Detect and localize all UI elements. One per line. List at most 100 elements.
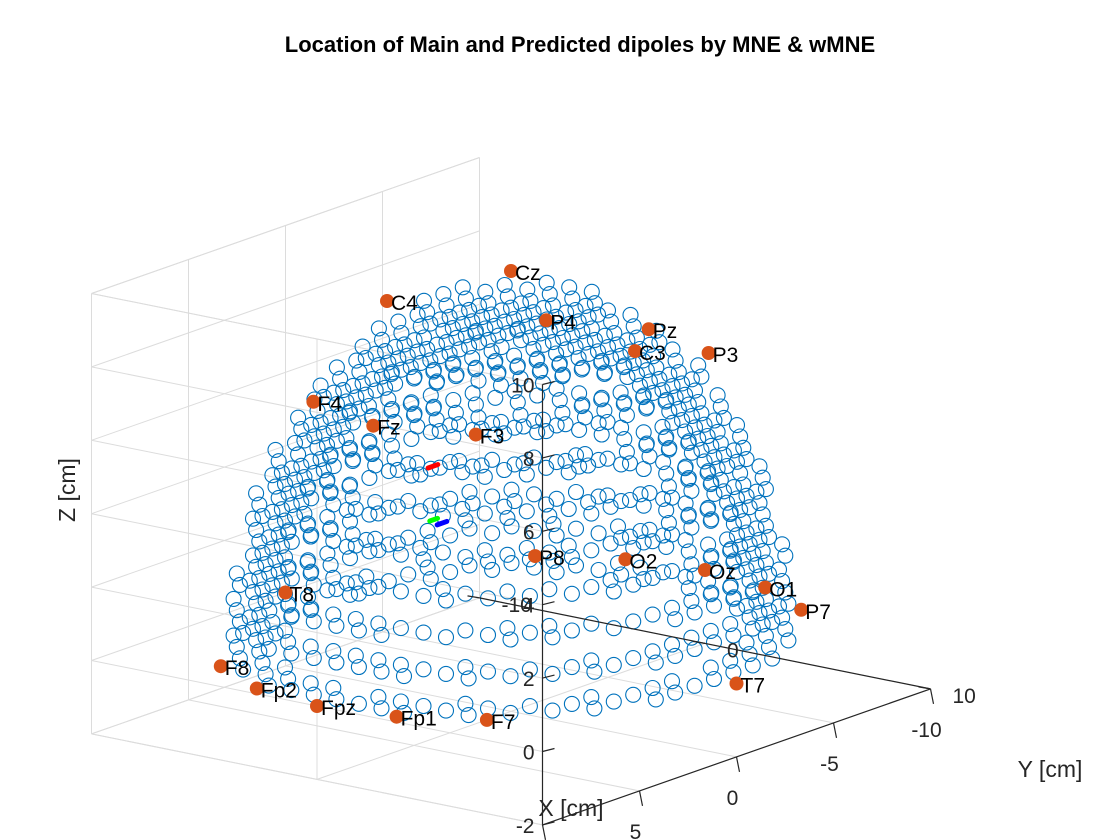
- source-point: [290, 446, 307, 463]
- source-point: [738, 451, 755, 468]
- source-point: [493, 339, 510, 356]
- z-tick-mark: [542, 527, 555, 532]
- source-point: [400, 566, 417, 583]
- source-point: [383, 365, 400, 382]
- source-point: [673, 412, 691, 429]
- source-point: [395, 668, 413, 685]
- source-point: [442, 564, 459, 581]
- source-point: [360, 434, 377, 451]
- source-point: [770, 598, 788, 615]
- source-point: [338, 393, 355, 410]
- source-point: [613, 493, 630, 510]
- source-point: [409, 418, 426, 435]
- source-point: [419, 559, 436, 576]
- z-tick-label: -2: [516, 815, 535, 838]
- source-point: [748, 593, 765, 610]
- source-point: [402, 395, 419, 412]
- source-point: [422, 534, 439, 551]
- x-tick-label: -10: [911, 719, 941, 742]
- source-point: [703, 437, 720, 454]
- chart-title: Location of Main and Predicted dipoles b…: [285, 32, 875, 57]
- source-point: [348, 352, 365, 369]
- electrode-marker-oz: [698, 563, 712, 577]
- source-point: [748, 483, 765, 500]
- source-point: [554, 366, 571, 383]
- source-point: [303, 526, 320, 544]
- source-point: [499, 546, 516, 563]
- source-point: [267, 478, 284, 495]
- source-point: [248, 558, 265, 575]
- source-point: [357, 386, 374, 403]
- source-point: [318, 473, 336, 490]
- source-point: [554, 329, 571, 347]
- source-point: [751, 494, 768, 512]
- source-point: [563, 585, 580, 602]
- electrode-marker-fp2: [249, 681, 264, 696]
- y-axis-label: Y [cm]: [1018, 756, 1083, 782]
- source-point: [583, 652, 600, 669]
- source-point: [293, 420, 310, 438]
- source-point: [641, 448, 658, 465]
- source-point: [358, 568, 375, 585]
- source-point: [715, 483, 732, 500]
- source-point: [644, 643, 661, 660]
- source-point: [360, 397, 377, 415]
- source-point: [454, 464, 471, 481]
- source-grid: [225, 274, 797, 724]
- source-point: [732, 538, 749, 555]
- source-point: [484, 415, 501, 432]
- source-point: [699, 427, 716, 445]
- source-point: [460, 707, 477, 724]
- axes-grid: [91, 157, 931, 826]
- source-point: [603, 350, 620, 367]
- source-point: [551, 320, 568, 337]
- source-point: [412, 354, 429, 371]
- source-point: [422, 460, 439, 477]
- source-point: [477, 283, 494, 300]
- source-point: [777, 584, 794, 601]
- source-point: [267, 551, 284, 569]
- source-point: [664, 341, 681, 358]
- source-point: [464, 458, 481, 475]
- source-point: [596, 327, 613, 344]
- source-point: [525, 449, 543, 466]
- source-point: [467, 359, 484, 376]
- source-point: [690, 357, 707, 374]
- source-point: [464, 495, 481, 512]
- source-point: [580, 494, 597, 511]
- source-point: [557, 416, 574, 433]
- source-point: [392, 583, 409, 600]
- source-point: [373, 331, 391, 348]
- source-point: [431, 496, 448, 513]
- electrode-label-fp2: Fp2: [261, 680, 297, 703]
- source-point: [586, 700, 603, 717]
- source-point: [370, 652, 387, 669]
- source-point: [503, 481, 520, 498]
- source-point: [254, 654, 271, 671]
- source-point: [467, 361, 484, 378]
- source-point: [457, 290, 474, 307]
- source-point: [254, 507, 271, 525]
- source-point: [738, 487, 755, 504]
- source-point: [663, 599, 681, 616]
- source-point: [361, 579, 378, 597]
- source-point: [380, 391, 397, 408]
- electrode-marker-cz: [504, 264, 518, 278]
- source-point: [312, 377, 329, 394]
- source-point: [409, 306, 426, 323]
- source-point: [270, 489, 287, 506]
- electrode-label-cz: Cz: [515, 262, 541, 285]
- source-point: [541, 286, 558, 303]
- source-point: [257, 556, 274, 573]
- source-point: [422, 497, 439, 514]
- source-point: [699, 464, 716, 481]
- source-point: [315, 425, 332, 442]
- source-point: [732, 428, 749, 445]
- source-point: [502, 631, 519, 648]
- source-point: [728, 527, 746, 544]
- source-point: [280, 523, 297, 541]
- source-point: [280, 633, 297, 651]
- source-point: [774, 572, 791, 590]
- source-point: [283, 460, 300, 477]
